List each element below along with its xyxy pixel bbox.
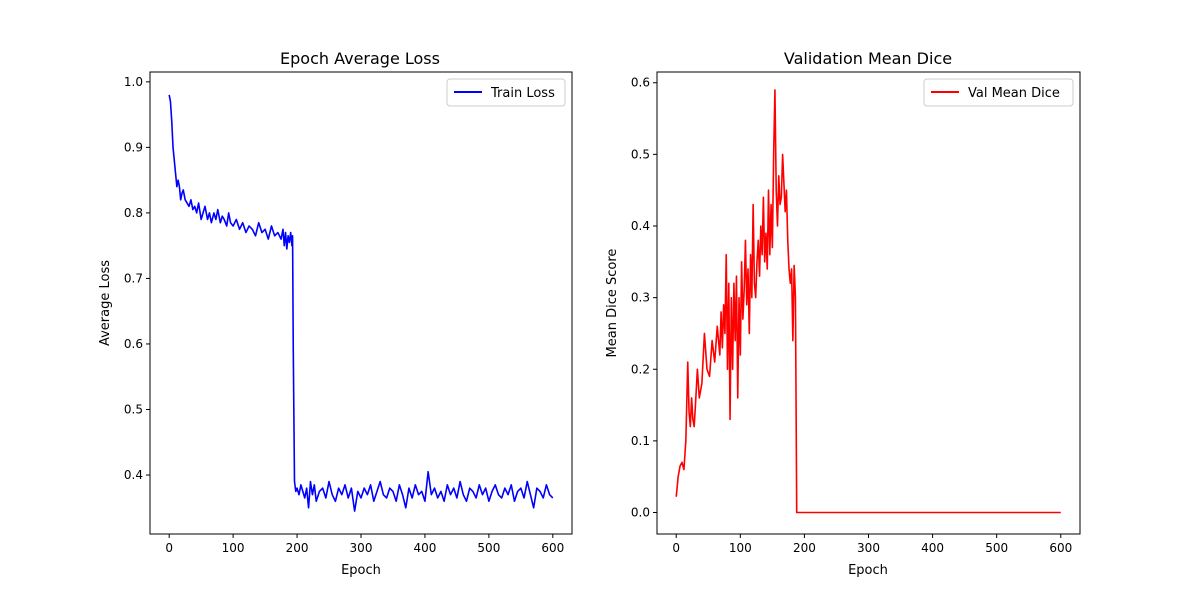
y-tick-label: 0.2 [631, 362, 650, 376]
series-line-0 [168, 94, 554, 512]
chart-title: Validation Mean Dice [784, 49, 952, 68]
y-tick-label: 0.3 [631, 291, 650, 305]
y-tick-label: 0.6 [631, 76, 650, 90]
y-axis-ticks: 0.0 0.1 0.2 0.3 0.4 0.5 0.6 [631, 76, 657, 520]
x-tick-label: 100 [729, 541, 752, 555]
x-tick-label: 500 [477, 541, 500, 555]
x-tick-label: 200 [793, 541, 816, 555]
y-tick-label: 0.0 [631, 506, 650, 520]
x-tick-label: 600 [1049, 541, 1072, 555]
y-axis-ticks: 0.4 0.5 0.6 0.7 0.8 0.9 1.0 [124, 75, 150, 482]
x-axis-ticks: 0 100 200 300 400 500 600 [672, 534, 1072, 555]
y-tick-label: 0.5 [631, 147, 650, 161]
y-tick-label: 0.1 [631, 434, 650, 448]
y-tick-label: 0.6 [124, 337, 143, 351]
x-axis-ticks: 0 100 200 300 400 500 600 [165, 534, 564, 555]
x-tick-label: 400 [413, 541, 436, 555]
y-axis-label: Average Loss [98, 260, 113, 346]
x-tick-label: 500 [985, 541, 1008, 555]
chart-epoch-average-loss: Epoch Average Loss 0 100 200 300 400 500 600 0… [98, 49, 573, 578]
y-tick-label: 0.8 [124, 206, 143, 220]
y-tick-label: 0.4 [124, 468, 143, 482]
legend-label-train-loss: Train Loss [490, 86, 555, 101]
x-tick-label: 400 [921, 541, 944, 555]
x-tick-label: 200 [286, 541, 309, 555]
legend: Train Loss [446, 78, 566, 107]
x-tick-label: 300 [857, 541, 880, 555]
legend: Val Mean Dice [923, 78, 1074, 107]
plot-area [168, 94, 554, 512]
legend-label-val-mean-dice: Val Mean Dice [968, 86, 1060, 101]
x-tick-label: 300 [350, 541, 373, 555]
plot-area [675, 89, 1061, 514]
series-line-0 [675, 89, 1061, 514]
x-tick-label: 100 [222, 541, 245, 555]
y-tick-label: 0.5 [124, 402, 143, 416]
x-axis-label: Epoch [848, 563, 888, 578]
y-tick-label: 1.0 [124, 75, 143, 89]
y-tick-label: 0.9 [124, 140, 143, 154]
y-axis-label: Mean Dice Score [605, 249, 620, 358]
x-axis-label: Epoch [341, 563, 381, 578]
y-tick-label: 0.4 [631, 219, 650, 233]
chart-title: Epoch Average Loss [280, 49, 440, 68]
y-tick-label: 0.7 [124, 271, 143, 285]
x-tick-label: 0 [672, 541, 680, 555]
x-tick-label: 0 [165, 541, 173, 555]
chart-validation-mean-dice: Validation Mean Dice 0 100 200 300 400 500 600… [605, 49, 1081, 578]
legend-frame [923, 78, 1074, 107]
x-tick-label: 600 [541, 541, 564, 555]
legend-frame [446, 78, 566, 107]
